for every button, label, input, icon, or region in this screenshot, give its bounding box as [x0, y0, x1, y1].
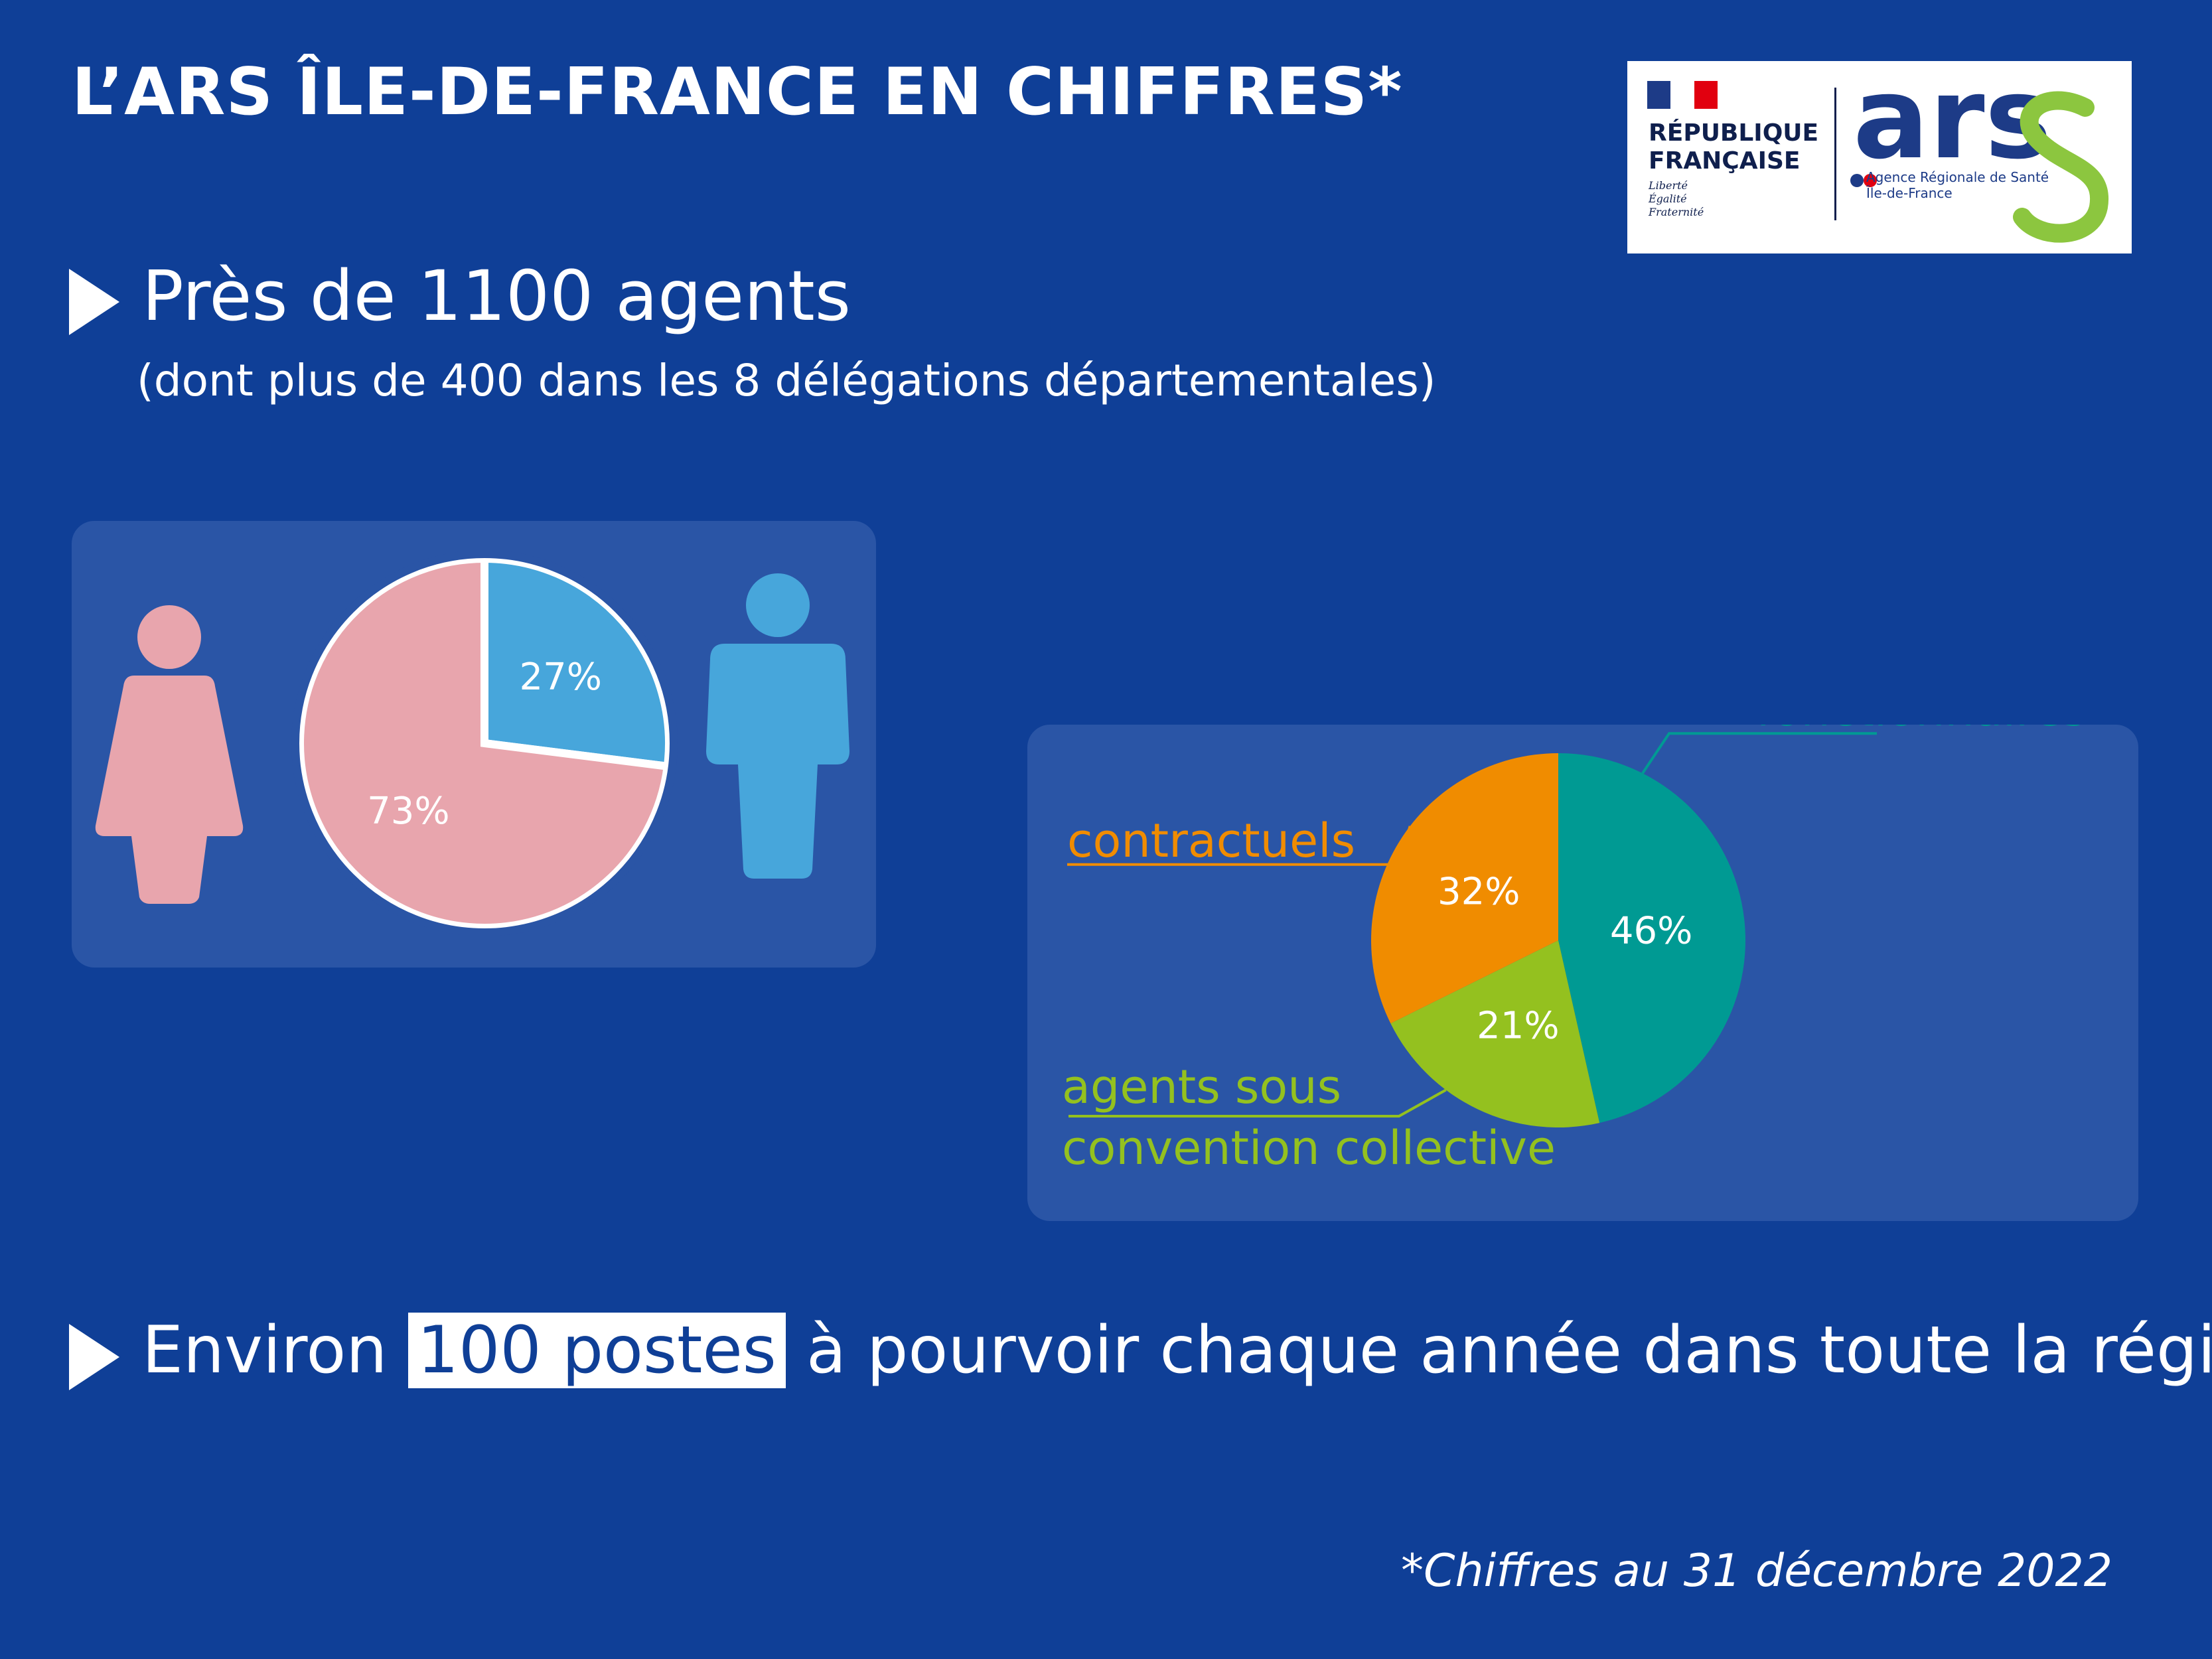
pie-label-women: 73% [367, 790, 449, 833]
flag-icon [1647, 81, 1718, 109]
agents-count-heading: Près de 1100 agents [142, 255, 851, 336]
category-label-agents-sous-convention-collective: convention collective [1062, 1121, 1556, 1175]
positions-highlight: 100 postes [407, 1313, 786, 1388]
pie-label-fonctionnaires: 46% [1610, 909, 1692, 952]
pie-slice-women [296, 554, 672, 932]
man-icon [706, 573, 849, 879]
pie-slice-contractuels [1371, 753, 1558, 1024]
ars-s-swoosh [2013, 91, 2109, 243]
positions-prefix: Environ [142, 1313, 408, 1388]
leader-line-fonctionnaires [1641, 732, 1877, 774]
ars-wordmark-text: ars [1853, 68, 2052, 184]
leader-line-contractuels [1067, 826, 1412, 866]
category-label-contractuels: contractuels [1067, 814, 1355, 868]
positions-suffix: à pourvoir chaque année dans toute la ré… [785, 1313, 2212, 1388]
status-pie-chart: 46% 21% 32% fonctionnaires agents sous conven… [1062, 725, 2087, 1175]
pie-label-contractuels: 32% [1438, 871, 1520, 914]
pie-label-men: 27% [519, 656, 601, 699]
ars-logo: RÉPUBLIQUE FRANÇAISE Liberté Égalité Fra… [1627, 61, 2132, 253]
footnote: *Chiffres au 31 décembre 2022 [1401, 1545, 2112, 1597]
logo-dot-icon [1864, 174, 1877, 187]
republic-motto: Liberté Égalité Fraternité [1649, 179, 1704, 218]
pie-slice-agents-sous-convention-collective [1390, 940, 1600, 1127]
category-label-fonctionnaires: fonctionnaires [1756, 725, 2087, 737]
logo-divider [1834, 88, 1836, 220]
leader-line-agents-sous-convention-collective [1069, 1088, 1447, 1118]
republique-francaise-text: RÉPUBLIQUE FRANÇAISE [1649, 119, 1819, 175]
ars-wordmark: ars [1850, 68, 2109, 243]
pie-slice-men [480, 554, 673, 771]
woman-icon [95, 605, 244, 904]
pie-slice-fonctionnaires [1558, 753, 1745, 1123]
ars-subtitle: Agence Régionale de Santé Île-de-France [1866, 169, 2049, 201]
bullet-triangle-icon [69, 1324, 119, 1390]
category-label-agents-sous-convention-collective: agents sous [1062, 1060, 1341, 1114]
pie-label-agents-sous-convention-collective: 21% [1477, 1004, 1559, 1047]
logo-dot-icon [1850, 174, 1864, 187]
agents-count-detail: (dont plus de 400 dans les 8 délégations… [137, 355, 1436, 406]
gender-pie-chart: 27% 73% [291, 551, 678, 936]
bullet-triangle-icon [69, 269, 119, 335]
positions-statement: Environ 100 postes à pourvoir chaque ann… [142, 1313, 2212, 1388]
page-title: L’ARS ÎLE-DE-FRANCE EN CHIFFRES* [72, 54, 1403, 130]
pie-outline [291, 551, 678, 936]
